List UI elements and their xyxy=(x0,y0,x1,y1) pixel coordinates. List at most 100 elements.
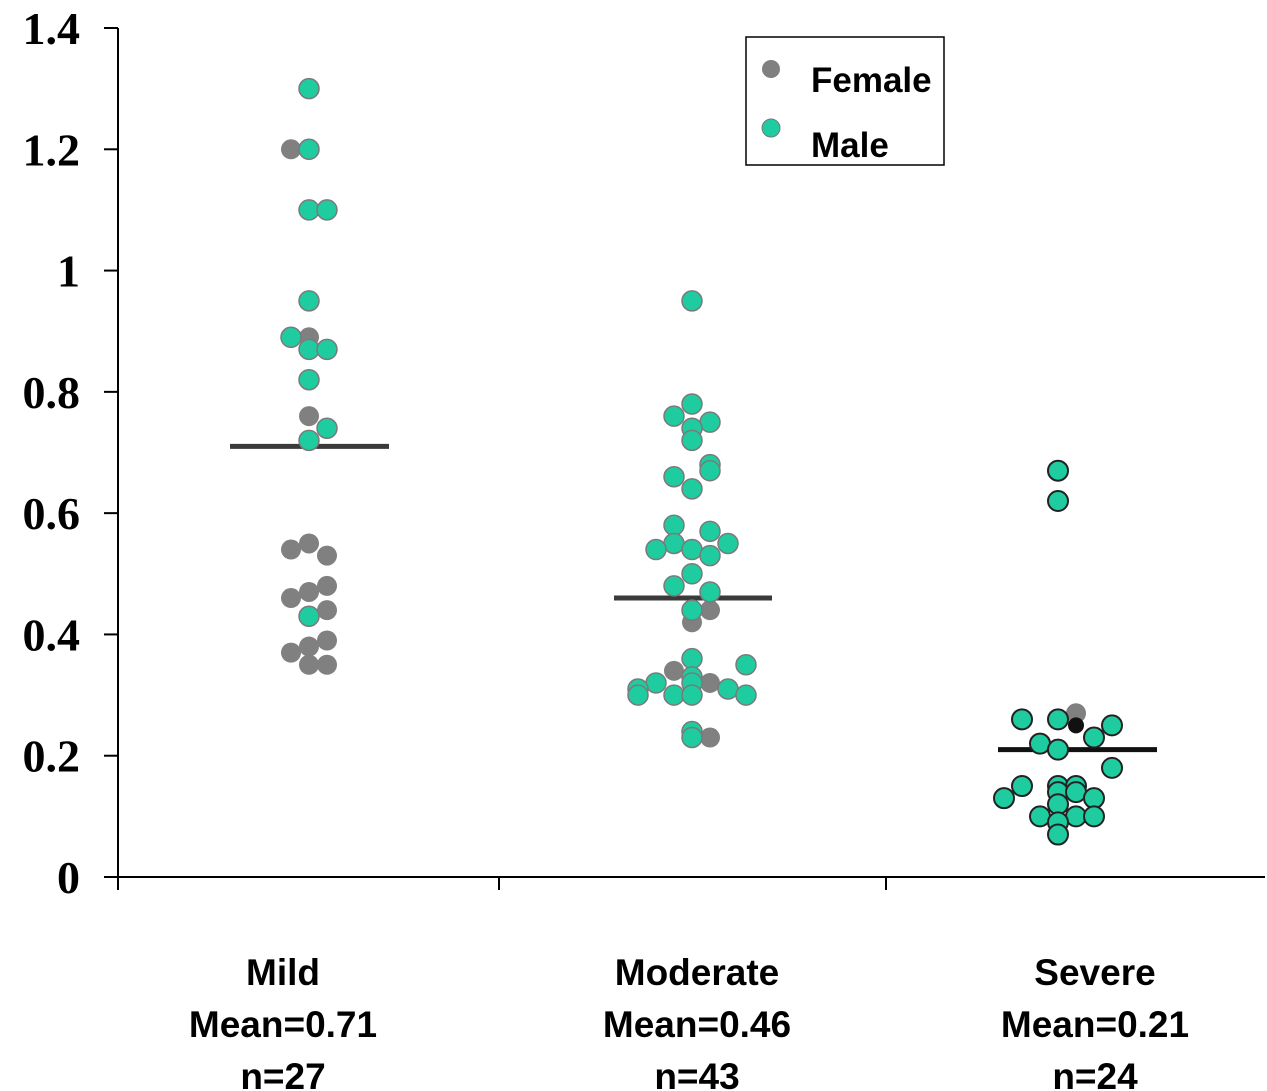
male-point xyxy=(298,429,320,452)
y-tick-label: 1 xyxy=(57,246,80,297)
category-label: Moderate xyxy=(615,952,779,993)
male-point xyxy=(663,684,685,706)
female-point xyxy=(281,139,301,160)
male-point xyxy=(699,544,721,567)
male-point xyxy=(1101,714,1123,737)
male-point xyxy=(681,429,703,452)
female-point xyxy=(317,575,337,596)
male-point xyxy=(298,199,320,221)
female-point xyxy=(664,660,684,681)
male-point xyxy=(681,563,703,585)
female-point xyxy=(317,654,337,675)
male-point xyxy=(1047,738,1069,761)
male-point xyxy=(681,726,703,749)
male-point xyxy=(645,672,667,694)
male-point xyxy=(298,290,320,312)
legend-label-female: Female xyxy=(811,61,932,100)
y-tick-label: 0.2 xyxy=(23,731,81,782)
male-point xyxy=(1083,726,1105,749)
male-point xyxy=(681,684,703,706)
male-point xyxy=(663,532,685,555)
male-point xyxy=(663,466,685,488)
male-point xyxy=(298,77,320,100)
male-point xyxy=(663,405,685,427)
male-point xyxy=(1047,490,1069,513)
male-point xyxy=(1029,805,1051,828)
female-point xyxy=(299,636,319,657)
male-point xyxy=(1047,459,1069,482)
male-point xyxy=(663,575,685,597)
category-n-label: n=27 xyxy=(240,1056,325,1091)
axes xyxy=(117,28,1265,878)
y-ticks: 0 0.2 0.4 0.6 0.8 1 1.2 1.4 xyxy=(23,3,118,903)
male-point xyxy=(298,368,320,391)
female-point xyxy=(1066,703,1086,724)
female-point xyxy=(299,654,319,675)
female-point xyxy=(299,581,319,602)
male-point xyxy=(1047,793,1069,816)
male-point xyxy=(316,417,338,439)
male-point xyxy=(1083,787,1105,810)
male-point xyxy=(1047,823,1069,846)
female-point xyxy=(281,588,301,609)
male-point xyxy=(699,581,721,603)
female-point xyxy=(700,600,720,621)
male-point xyxy=(1083,805,1105,828)
female-point xyxy=(317,600,337,621)
male-point xyxy=(1011,775,1033,798)
male-point xyxy=(298,338,320,361)
male-point xyxy=(735,684,757,706)
male-point xyxy=(663,514,685,537)
female-point xyxy=(317,545,337,566)
male-point xyxy=(681,599,703,621)
female-point xyxy=(700,672,720,693)
category-n-label: n=24 xyxy=(1052,1056,1138,1091)
male-point xyxy=(298,138,320,161)
male-point xyxy=(717,678,739,700)
male-point xyxy=(699,520,721,543)
x-ticks xyxy=(117,877,887,890)
data-points xyxy=(280,77,1123,846)
category-labels: Mild Mean=0.71 n=27 Moderate Mean=0.46 n=43 Se… xyxy=(189,952,1189,1091)
female-point xyxy=(299,406,319,427)
male-point xyxy=(298,605,320,627)
male-point xyxy=(627,684,649,706)
male-point xyxy=(681,647,703,670)
male-point xyxy=(1011,708,1033,731)
female-point xyxy=(299,533,319,554)
legend-box xyxy=(745,36,945,166)
male-point xyxy=(1101,756,1123,779)
male-point xyxy=(1047,708,1069,731)
male-point xyxy=(735,654,757,676)
male-point xyxy=(1029,732,1051,755)
male-point xyxy=(316,199,338,221)
male-point xyxy=(681,538,703,561)
male-point xyxy=(316,338,338,361)
category-mean-label: Mean=0.46 xyxy=(603,1004,791,1045)
highlight-point xyxy=(1068,717,1084,734)
y-tick-label: 0.8 xyxy=(23,367,81,418)
female-point xyxy=(700,727,720,748)
female-point xyxy=(317,630,337,651)
male-point xyxy=(699,411,721,433)
category-n-label: n=43 xyxy=(654,1056,739,1091)
legend-marker-female xyxy=(762,60,780,78)
category-label: Mild xyxy=(246,952,320,993)
y-tick-label: 1.2 xyxy=(23,124,81,175)
legend-label-male: Male xyxy=(811,126,889,165)
male-point xyxy=(280,326,302,349)
category-mean-label: Mean=0.21 xyxy=(1001,1004,1189,1045)
category-label: Severe xyxy=(1034,952,1155,993)
male-point xyxy=(681,393,703,415)
female-point xyxy=(281,642,301,663)
male-point xyxy=(681,478,703,500)
y-tick-label: 0.6 xyxy=(23,488,81,539)
male-point xyxy=(1065,781,1087,804)
y-tick-label: 0.4 xyxy=(23,609,81,660)
male-point xyxy=(645,538,667,561)
male-point xyxy=(993,787,1015,810)
male-point xyxy=(717,532,739,555)
y-tick-label: 1.4 xyxy=(23,3,81,54)
legend-marker-male xyxy=(761,118,781,138)
